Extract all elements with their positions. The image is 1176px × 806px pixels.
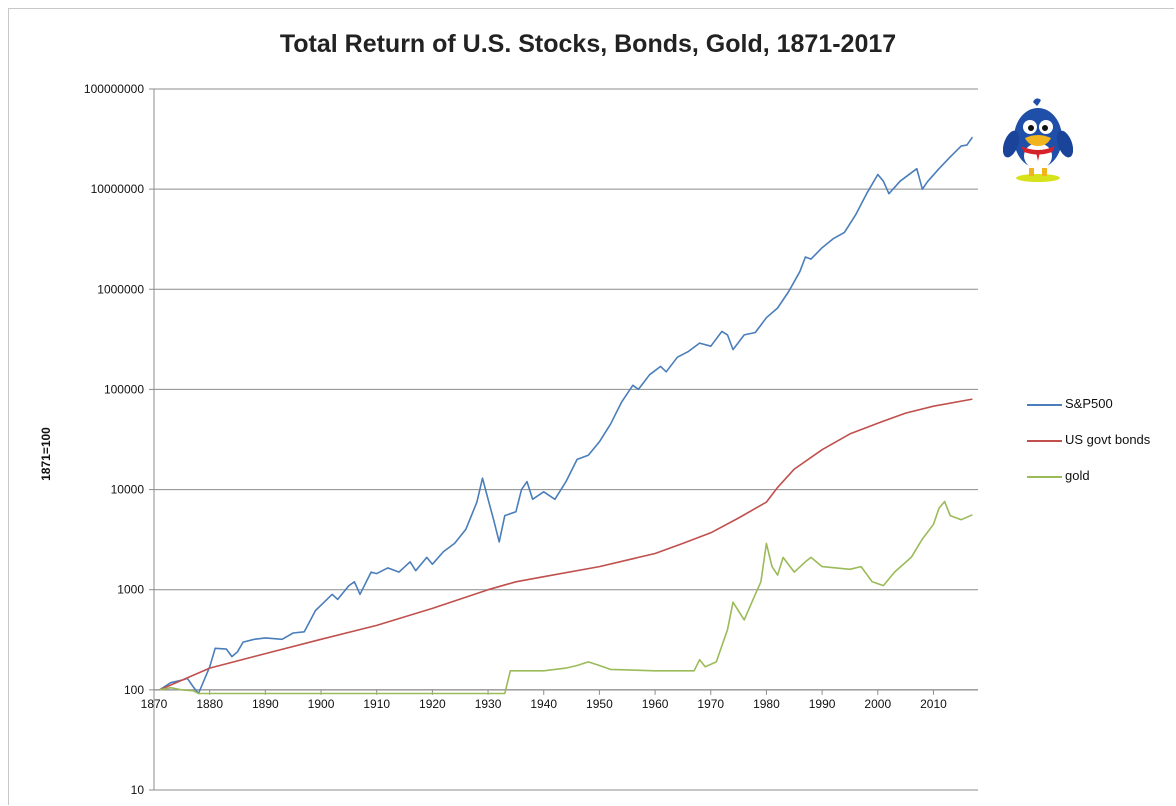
x-tick-label: 1980 — [753, 697, 780, 711]
gridlines — [154, 88, 978, 791]
x-tick-label: 1950 — [586, 697, 613, 711]
x-tick-label: 1880 — [196, 697, 223, 711]
chart-frame — [8, 8, 1174, 805]
x-tick-label: 1970 — [697, 697, 724, 711]
legend-swatch-sp500 — [1027, 404, 1062, 406]
y-tick-label: 10000 — [111, 483, 145, 497]
legend-label-sp500: S&P500 — [1065, 396, 1113, 411]
y-tick-label: 100000 — [104, 382, 144, 396]
bird-mascot-icon — [1003, 98, 1073, 182]
x-tick-label: 1920 — [419, 697, 446, 711]
x-tick-label: 2000 — [864, 697, 891, 711]
y-tick-label: 10 — [131, 783, 145, 797]
y-tick-label: 10000000 — [91, 182, 145, 196]
legend-swatch-bonds — [1027, 440, 1062, 442]
axes: 10 100 1000 10000 100000 1000000 10000000 10000… — [84, 82, 978, 797]
x-tick-label: 1870 — [141, 697, 168, 711]
series-line-0 — [159, 136, 974, 695]
legend-label-gold: gold — [1065, 468, 1090, 483]
y-tick-label: 1000000 — [97, 282, 144, 296]
x-tick-label: 1910 — [363, 697, 390, 711]
series-lines — [159, 136, 974, 695]
x-tick-label: 1960 — [642, 697, 669, 711]
x-tick-label: 1930 — [475, 697, 502, 711]
x-tick-label: 1890 — [252, 697, 279, 711]
x-tick-label: 2010 — [920, 697, 947, 711]
x-tick-label: 1940 — [530, 697, 557, 711]
series-line-2 — [159, 500, 973, 695]
y-tick-label: 1000 — [117, 583, 144, 597]
chart-title: Total Return of U.S. Stocks, Bonds, Gold… — [279, 30, 897, 58]
x-tick-label: 1990 — [809, 697, 836, 711]
y-tick-label: 100000000 — [84, 82, 144, 96]
series-line-1 — [159, 398, 973, 691]
legend-label-bonds: US govt bonds — [1065, 432, 1151, 447]
y-tick-label: 100 — [124, 683, 144, 697]
y-axis-label: 1871=100 — [39, 427, 53, 481]
legend-swatch-gold — [1027, 476, 1062, 478]
x-tick-label: 1900 — [308, 697, 335, 711]
